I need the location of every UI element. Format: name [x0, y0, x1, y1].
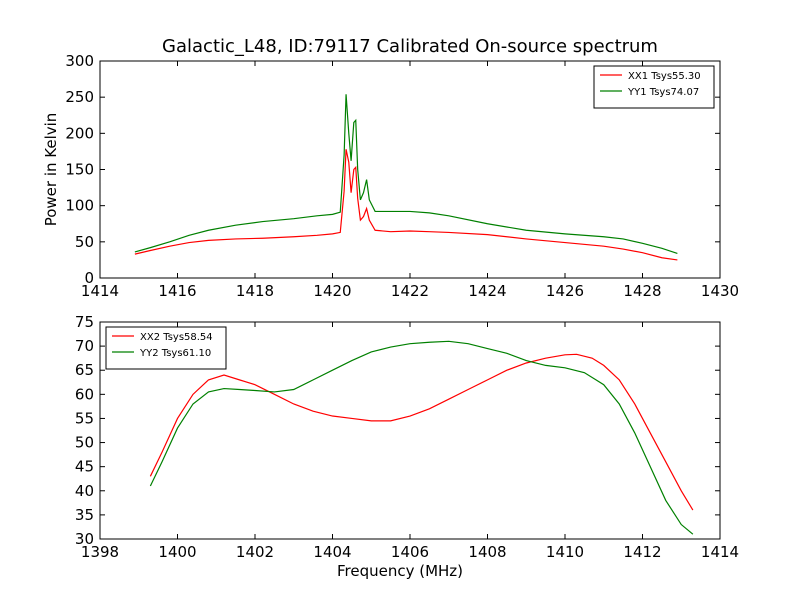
legend-box	[105, 326, 227, 370]
top-panel: 1414 1416 1418 1420 1422 1424 1426 1428 1430 0 50 1…	[42, 52, 739, 300]
y-tick-label: 250	[65, 88, 94, 106]
x-tick-label: 1414	[701, 543, 739, 561]
series-line-2	[134, 94, 678, 254]
y-tick-label: 300	[65, 52, 94, 70]
y-axis-label: Power in Kelvin	[42, 113, 60, 227]
y-tick-label: 100	[65, 197, 94, 215]
x-axis-label: Frequency (MHz)	[337, 562, 463, 580]
x-tick-label: 1402	[236, 543, 274, 561]
bottom-panel: 1398 1400 1402 1404 1406 1408 1410 1412 1414 30 35…	[75, 313, 739, 580]
x-tick-label: 1426	[546, 282, 584, 300]
legend-entry: XX1 Tsys55.30	[628, 71, 701, 82]
legend-box	[593, 65, 715, 109]
legend-entry: YY1 Tsys74.07	[627, 87, 699, 98]
y-tick-label: 50	[75, 233, 94, 251]
chart-title: Galactic_L48, ID:79117 Calibrated On-sou…	[162, 36, 658, 57]
series-line-2	[149, 340, 694, 535]
x-tick-label: 1398	[81, 543, 119, 561]
x-tick-label: 1410	[546, 543, 584, 561]
y-tick-label: 35	[75, 506, 94, 524]
x-tick-label: 1404	[313, 543, 351, 561]
y-tick-label: 55	[75, 409, 94, 427]
legend: XX1 Tsys55.30 YY1 Tsys74.07	[593, 65, 715, 109]
legend-entry: YY2 Tsys61.10	[139, 348, 211, 359]
y-tick-label: 150	[65, 161, 94, 179]
y-tick-label: 65	[75, 361, 94, 379]
x-tick-label: 1424	[468, 282, 506, 300]
x-tick-label: 1416	[158, 282, 196, 300]
x-tick-label: 1412	[623, 543, 661, 561]
x-tick-label: 1420	[313, 282, 351, 300]
y-tick-label: 50	[75, 434, 94, 452]
x-tick-label: 1422	[391, 282, 429, 300]
x-tick-label: 1414	[81, 282, 119, 300]
y-tick-label: 0	[84, 269, 94, 287]
x-tick-label: 1428	[623, 282, 661, 300]
legend-entry: XX2 Tsys58.54	[140, 332, 213, 343]
x-tick-label: 1406	[391, 543, 429, 561]
y-tick-label: 70	[75, 337, 94, 355]
y-tick-label: 45	[75, 458, 94, 476]
legend: XX2 Tsys58.54 YY2 Tsys61.10	[105, 326, 227, 370]
y-tick-label: 60	[75, 385, 94, 403]
x-tick-label: 1418	[236, 282, 274, 300]
series-line-1	[134, 149, 678, 261]
series-line-1	[149, 353, 694, 511]
x-tick-label: 1408	[468, 543, 506, 561]
y-tick-label: 200	[65, 124, 94, 142]
x-tick-label: 1430	[701, 282, 739, 300]
y-tick-label: 30	[75, 530, 94, 548]
y-tick-label: 75	[75, 313, 94, 331]
y-tick-label: 40	[75, 482, 94, 500]
x-tick-label: 1400	[158, 543, 196, 561]
